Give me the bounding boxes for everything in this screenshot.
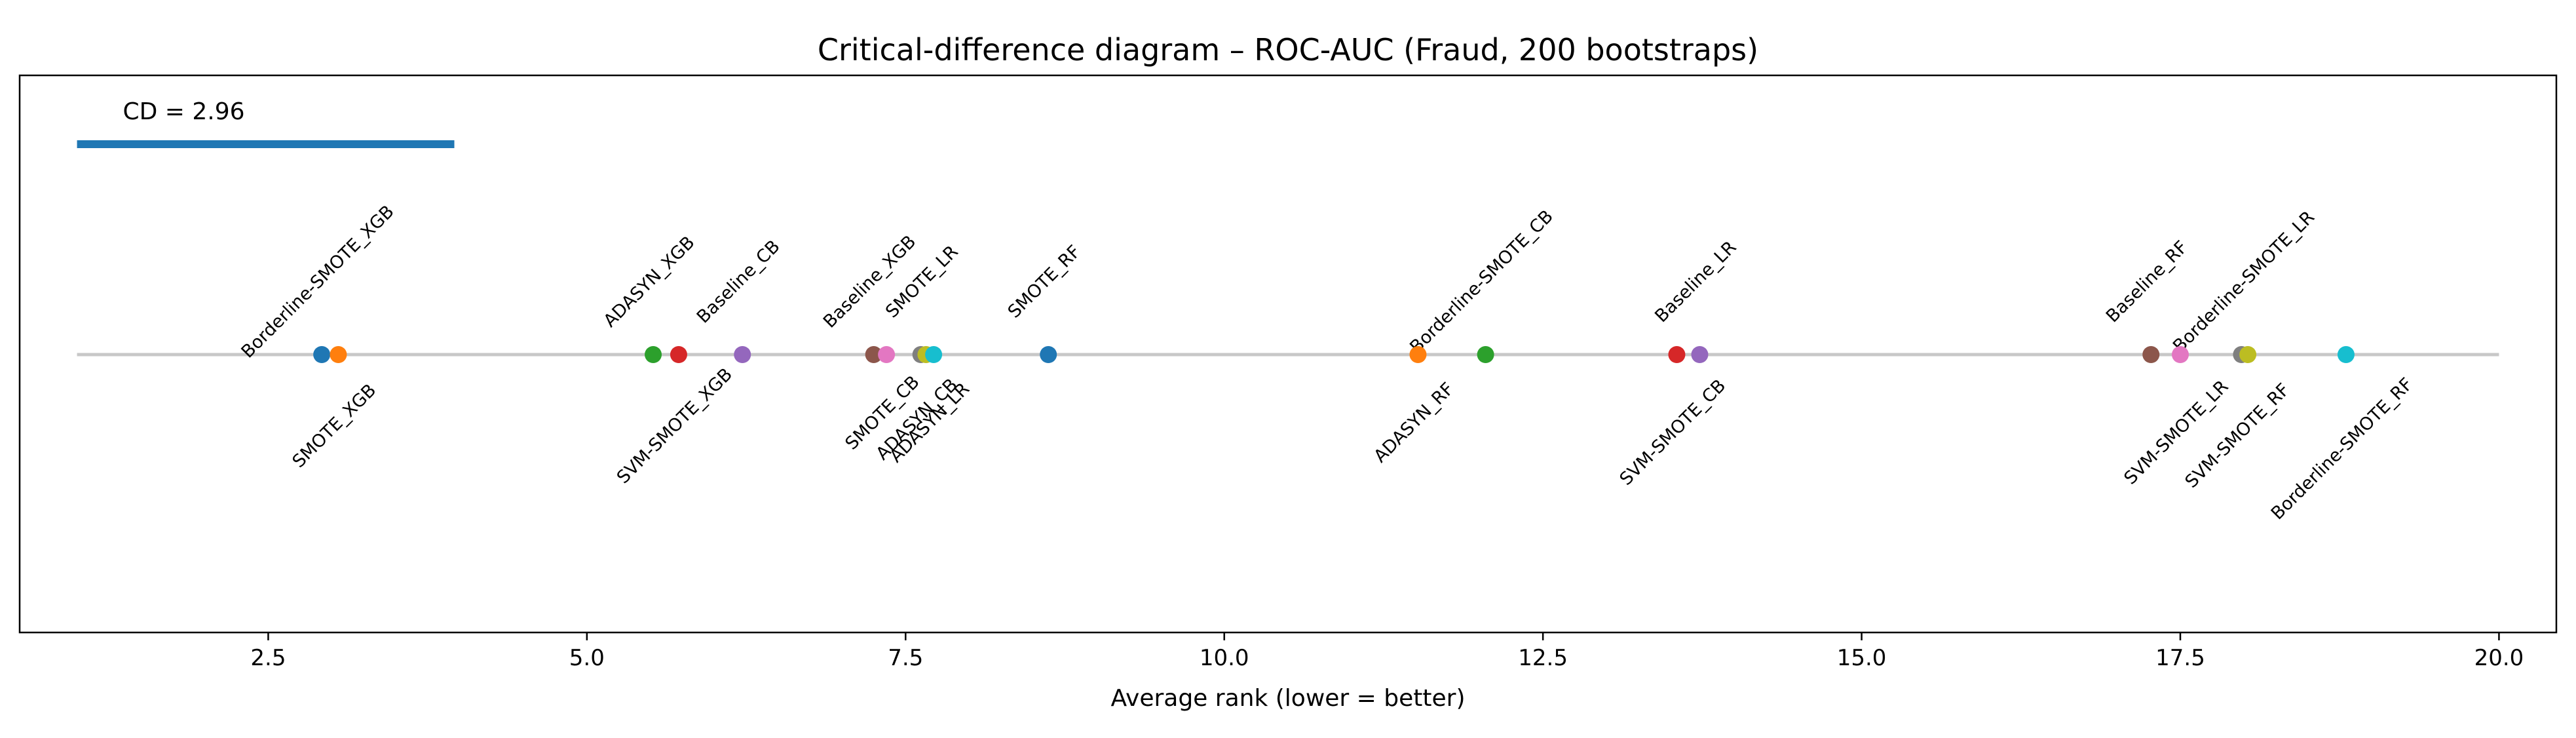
method-point (1409, 346, 1427, 363)
x-axis-label: Average rank (lower = better) (1111, 685, 1466, 712)
method-point (1668, 346, 1686, 363)
method-point (670, 346, 687, 363)
method-point (2142, 346, 2160, 363)
method-point (878, 346, 896, 363)
method-points (313, 346, 2355, 363)
method-point (2172, 346, 2189, 363)
method-point (2337, 346, 2355, 363)
method-label: Baseline_RF (2102, 237, 2192, 327)
method-point (2239, 346, 2257, 363)
method-label: Borderline-SMOTE_LR (2169, 207, 2319, 357)
method-point (330, 346, 347, 363)
plot-frame (18, 74, 2558, 634)
x-tick-label: 17.5 (2155, 645, 2205, 671)
method-label: Baseline_CB (693, 237, 784, 328)
method-point (925, 346, 943, 363)
method-label: ADASYN_XGB (600, 232, 699, 331)
method-label: SMOTE_RF (1004, 241, 1085, 322)
x-tick-label: 7.5 (888, 645, 923, 671)
chart-title: Critical-difference diagram – ROC-AUC (F… (818, 32, 1758, 68)
method-label: Borderline-SMOTE_CB (1406, 206, 1557, 358)
x-axis-ticks: 2.5 5.0 7.5 10.0 12.5 15.0 17.5 20.0 (250, 632, 2524, 671)
method-point (1477, 346, 1494, 363)
x-tick-label: 2.5 (250, 645, 286, 671)
method-point (734, 346, 751, 363)
method-point (1691, 346, 1709, 363)
method-label: SVM-SMOTE_XGB (613, 364, 736, 488)
method-labels: Borderline-SMOTE_XGB SMOTE_XGB ADASYN_XGB S… (238, 201, 2417, 524)
method-label: Baseline_LR (1651, 237, 1740, 326)
method-label: Baseline_XGB (820, 231, 920, 332)
cd-label: CD = 2.96 (123, 98, 244, 125)
method-point (1040, 346, 1057, 363)
x-tick-label: 15.0 (1837, 645, 1887, 671)
method-label: SMOTE_XGB (289, 380, 381, 472)
method-label: ADASYN_RF (1370, 379, 1458, 467)
x-tick-label: 12.5 (1518, 645, 1568, 671)
method-label: SVM-SMOTE_CB (1616, 376, 1730, 490)
x-tick-label: 20.0 (2474, 645, 2524, 671)
method-point (865, 346, 882, 363)
method-point (645, 346, 662, 363)
x-tick-label: 5.0 (569, 645, 605, 671)
x-tick-label: 10.0 (1200, 645, 1249, 671)
method-label: Borderline-SMOTE_XGB (238, 201, 398, 362)
method-point (313, 346, 331, 363)
